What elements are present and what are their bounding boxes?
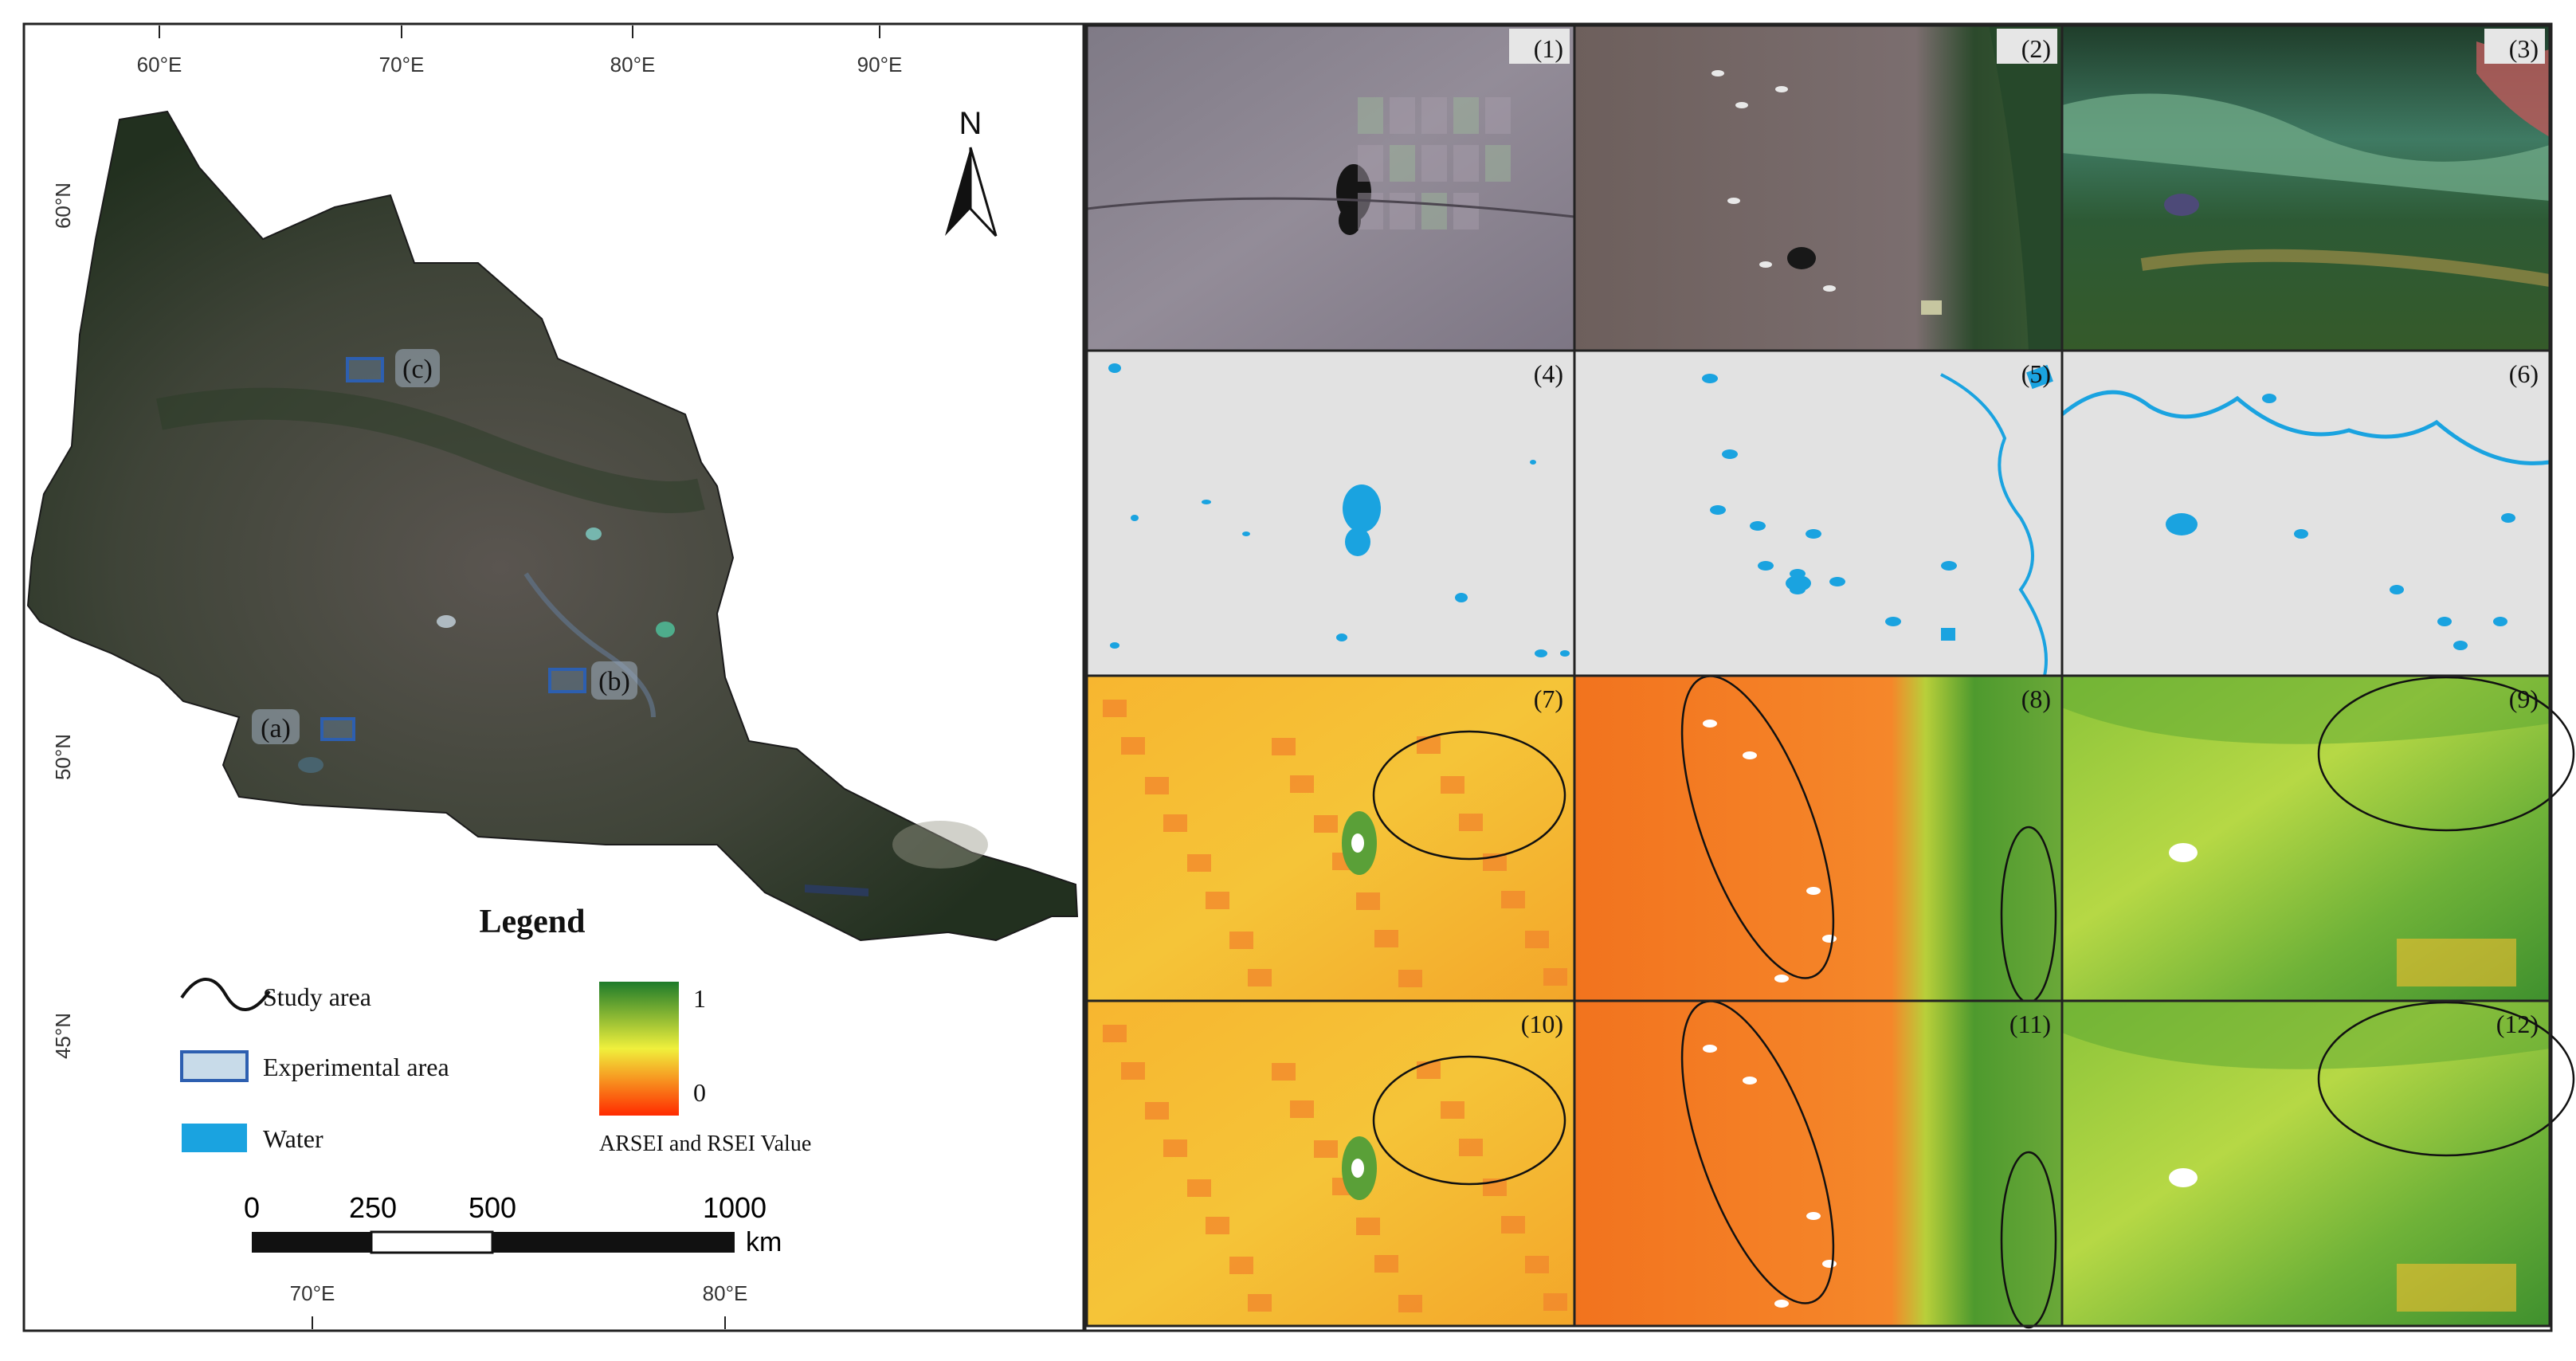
- panel-2: (2): [1573, 24, 2064, 352]
- panel-label: (2): [2021, 34, 2051, 63]
- rectangle-icon: [180, 1050, 249, 1082]
- scale-tick-250: 250: [349, 1191, 397, 1224]
- panel-4: (4): [1085, 349, 1576, 677]
- latitude-label: 45°N: [51, 1013, 75, 1059]
- panel-5: (5): [1573, 349, 2064, 677]
- longitude-label: 60°E: [137, 53, 182, 76]
- panel-9: (9): [2060, 674, 2575, 1002]
- panel-11: (11): [1573, 999, 2064, 1329]
- panel-label: (7): [1534, 684, 1563, 713]
- north-arrow-label: N: [959, 106, 982, 141]
- panel-label: (1): [1534, 34, 1563, 63]
- scale-tick-1000: 1000: [703, 1191, 767, 1224]
- scale-unit: km: [746, 1227, 782, 1257]
- longitude-labels-top: 60°E 70°E 80°E 90°E: [137, 25, 903, 76]
- experimental-area-c: (c): [346, 349, 440, 387]
- experimental-area-b: (b): [548, 661, 637, 700]
- scale-bar: 0 250 500 1000 km: [244, 1191, 782, 1257]
- legend: Legend Study area Experimental area Wate…: [180, 904, 811, 1156]
- latitude-labels: 60°N 50°N 45°N: [51, 182, 75, 1059]
- water-swatch-icon: [182, 1124, 247, 1152]
- panel-1: (1): [1085, 24, 1576, 352]
- legend-title: Legend: [479, 904, 585, 940]
- north-arrow: N: [945, 106, 998, 237]
- legend-study-area-label: Study area: [263, 983, 371, 1011]
- panel-label: (4): [1534, 359, 1563, 388]
- scale-tick-500: 500: [469, 1191, 516, 1224]
- panel-label: (11): [2009, 1010, 2051, 1038]
- scale-tick-0: 0: [244, 1191, 260, 1224]
- experimental-area-a: (a): [252, 709, 355, 744]
- panel-label: (8): [2021, 684, 2051, 713]
- longitude-label: 80°E: [703, 1281, 748, 1305]
- colorbar-caption: ARSEI and RSEI Value: [599, 1132, 811, 1156]
- panel-10: (10): [1085, 999, 1576, 1328]
- longitude-label: 90°E: [857, 53, 903, 76]
- colorbar-min-label: 0: [693, 1078, 706, 1107]
- panel-grid: (1) (2) (3) (4) (5) (6) (7) (8) (9) (10) (11) (12): [1085, 24, 2575, 1329]
- colorbar: [599, 982, 679, 1116]
- experimental-label-b: (b): [598, 667, 630, 696]
- panel-label: (10): [1521, 1010, 1563, 1038]
- north-arrow-icon: [945, 147, 970, 236]
- panel-label: (3): [2509, 34, 2539, 63]
- experimental-label-a: (a): [261, 714, 291, 743]
- panel-label: (5): [2021, 359, 2051, 388]
- longitude-label: 70°E: [379, 53, 425, 76]
- longitude-labels-bottom: 70°E 80°E: [290, 1281, 748, 1329]
- panel-6: (6): [2060, 349, 2551, 677]
- longitude-label: 80°E: [610, 53, 656, 76]
- panel-12: (12): [2060, 999, 2575, 1328]
- experimental-label-c: (c): [402, 355, 433, 384]
- panel-8: (8): [1573, 674, 2064, 1004]
- legend-water-label: Water: [263, 1124, 323, 1153]
- panel-label: (6): [2509, 359, 2539, 388]
- panel-3: (3): [2060, 24, 2551, 352]
- longitude-label: 70°E: [290, 1281, 335, 1305]
- panel-label: (9): [2509, 684, 2539, 713]
- latitude-label: 60°N: [51, 182, 75, 229]
- legend-experimental-area-label: Experimental area: [263, 1053, 449, 1081]
- panel-label: (12): [2496, 1010, 2539, 1038]
- colorbar-max-label: 1: [693, 984, 706, 1013]
- wave-line-icon: [180, 978, 271, 1011]
- latitude-label: 50°N: [51, 734, 75, 780]
- panel-7: (7): [1085, 674, 1576, 1002]
